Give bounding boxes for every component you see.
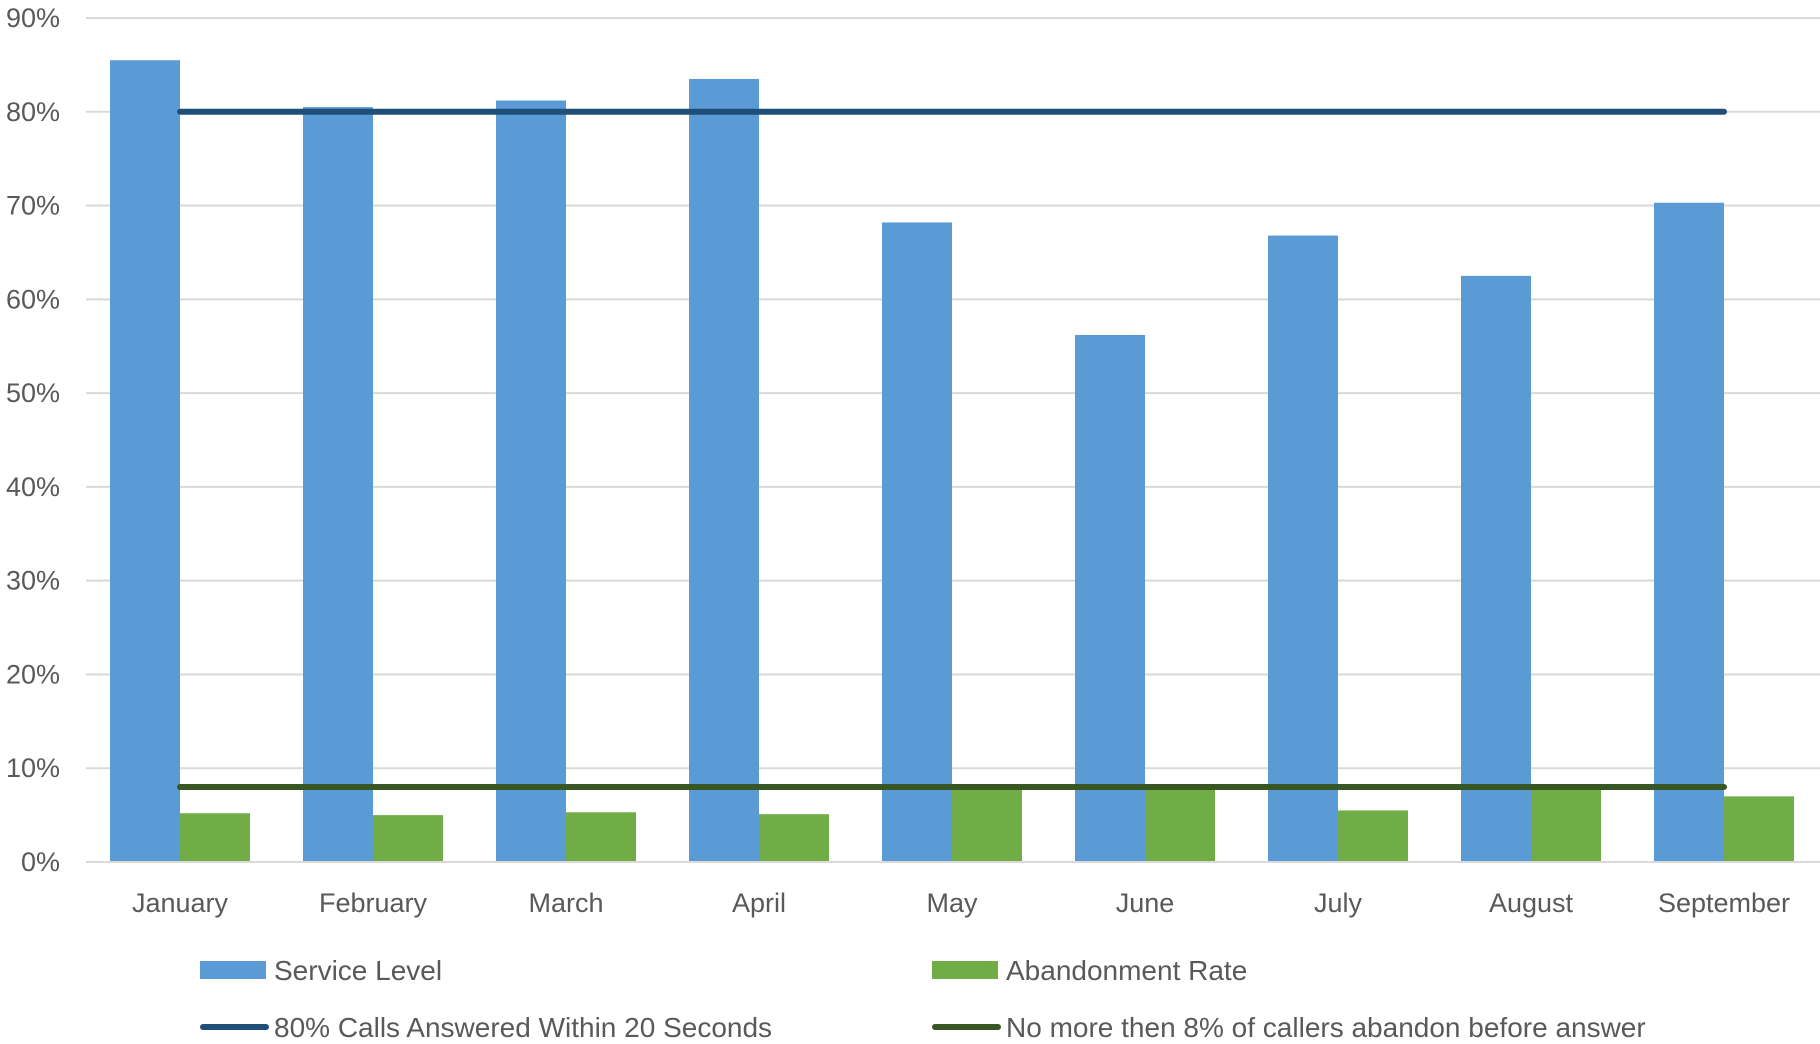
legend-swatch	[932, 961, 998, 979]
legend-label: Service Level	[274, 955, 442, 986]
abandonment-rate-bar	[373, 815, 443, 862]
bars	[110, 60, 1794, 863]
legend-label: 80% Calls Answered Within 20 Seconds	[274, 1012, 772, 1043]
y-tick-label: 50%	[6, 378, 60, 408]
service-level-bar	[1654, 202, 1724, 863]
service-level-bar	[1461, 275, 1531, 862]
abandonment-rate-bar	[180, 813, 250, 862]
x-tick-label: July	[1314, 888, 1363, 918]
abandonment-rate-bar	[952, 786, 1022, 862]
abandonment-rate-bar	[759, 814, 829, 862]
y-tick-label: 60%	[6, 284, 60, 314]
service-level-bar	[1075, 334, 1145, 863]
y-tick-label: 40%	[6, 472, 60, 502]
x-tick-label: May	[926, 888, 978, 918]
x-tick-label: September	[1658, 888, 1790, 918]
service-level-bar	[110, 60, 180, 862]
abandonment-rate-bar	[1145, 786, 1215, 862]
x-axis: January February March April May June July Augu…	[86, 861, 1820, 918]
x-tick-label: April	[732, 888, 786, 918]
service-level-bar	[1268, 235, 1338, 862]
y-tick-label: 30%	[6, 566, 60, 596]
legend-swatch	[200, 961, 266, 979]
x-tick-label: August	[1489, 888, 1574, 918]
x-tick-label: March	[528, 888, 603, 918]
y-tick-label: 10%	[6, 753, 60, 783]
y-tick-label: 70%	[6, 191, 60, 221]
y-axis-tick-labels: 0% 10% 20% 30% 40% 50% 60% 70% 80% 90%	[6, 3, 60, 877]
abandonment-rate-bar	[566, 812, 636, 862]
y-tick-label: 0%	[21, 847, 60, 877]
abandonment-rate-bar	[1531, 786, 1601, 862]
x-tick-label: February	[319, 888, 428, 918]
legend-label: No more then 8% of callers abandon befor…	[1006, 1012, 1646, 1043]
service-level-bar	[303, 107, 373, 863]
y-tick-label: 90%	[6, 3, 60, 33]
y-tick-label: 20%	[6, 659, 60, 689]
abandonment-rate-bar	[1724, 796, 1794, 862]
legend-label: Abandonment Rate	[1006, 955, 1247, 986]
y-tick-label: 80%	[6, 97, 60, 127]
service-level-bar	[689, 78, 759, 862]
abandonment-rate-bar	[1338, 810, 1408, 862]
service-level-bar	[882, 222, 952, 863]
x-tick-label: June	[1116, 888, 1175, 918]
x-tick-label: January	[132, 888, 229, 918]
legend: Service Level Abandonment Rate 80% Calls A…	[200, 955, 1646, 1043]
target-lines	[177, 108, 1727, 790]
service-level-bar	[496, 100, 566, 863]
